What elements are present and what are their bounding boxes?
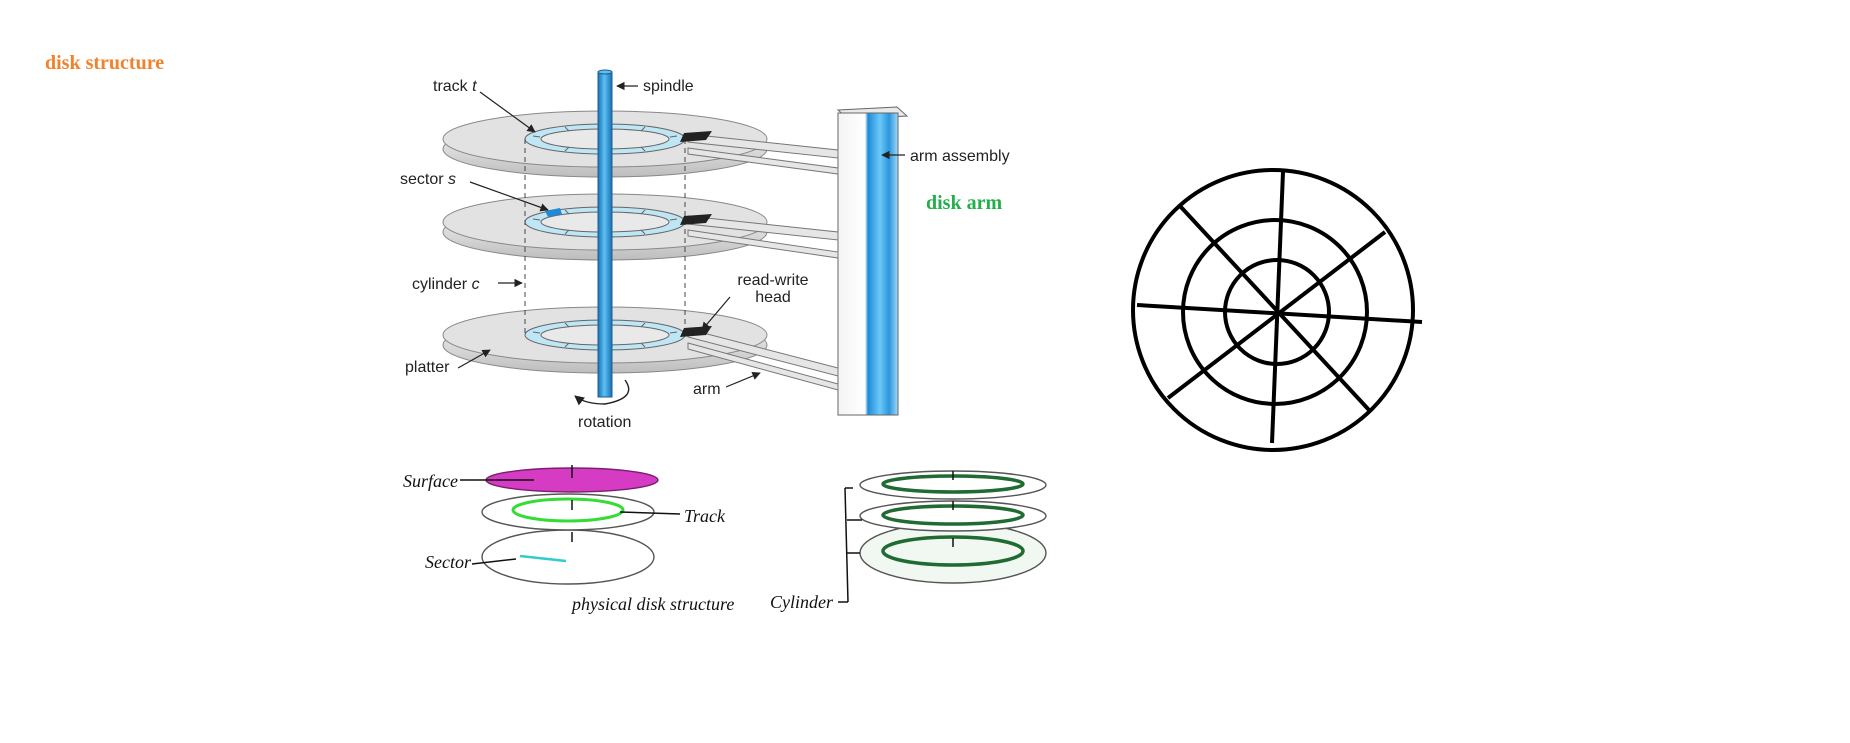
cylinder-dashed-outline <box>524 139 686 335</box>
sector-mark-sketch <box>519 554 567 563</box>
outer-track-circle <box>1131 168 1415 452</box>
arm-assembly-pillar <box>836 106 909 416</box>
sector-line-vertical <box>1270 171 1285 444</box>
cylinder-sketch: Cylinder <box>770 470 1047 612</box>
physical-disk-structure: Surface Track Sector physical disk struc… <box>403 465 734 614</box>
label-read-write: read-write <box>737 272 808 289</box>
rotation-arrow <box>574 379 630 406</box>
label-cylinder: cylinder c <box>412 276 480 293</box>
disk-assembly-diagram: track t spindle arm assembly sector s cy… <box>400 69 1010 431</box>
label-head: head <box>755 289 791 306</box>
disk-structure-note: disk structure <box>45 52 165 74</box>
label-sector-sketch: Sector <box>425 552 472 572</box>
label-platter: platter <box>405 359 450 376</box>
hand-drawn-disk <box>1131 168 1423 452</box>
read-write-heads <box>680 131 712 337</box>
label-spindle: spindle <box>643 78 694 95</box>
track-ring-sketch <box>511 497 625 523</box>
platter-bottom-sketch <box>481 529 655 585</box>
label-sector: sector s <box>400 171 456 188</box>
label-rotation: rotation <box>578 414 631 431</box>
label-arm-assembly: arm assembly <box>910 148 1010 165</box>
label-track: track t <box>433 78 477 95</box>
sector-line-diagonal-b <box>1166 230 1387 400</box>
caption-physical: physical disk structure <box>570 594 734 614</box>
highlighted-sector <box>545 208 562 217</box>
label-cylinder-sketch: Cylinder <box>770 592 834 612</box>
label-track-sketch: Track <box>684 506 726 526</box>
label-arm: arm <box>693 381 721 398</box>
arms <box>687 133 839 391</box>
disk-arm-note: disk arm <box>926 192 1003 214</box>
sector-line-diagonal-a <box>1178 204 1371 412</box>
spindle <box>597 71 613 398</box>
label-surface: Surface <box>403 471 458 491</box>
